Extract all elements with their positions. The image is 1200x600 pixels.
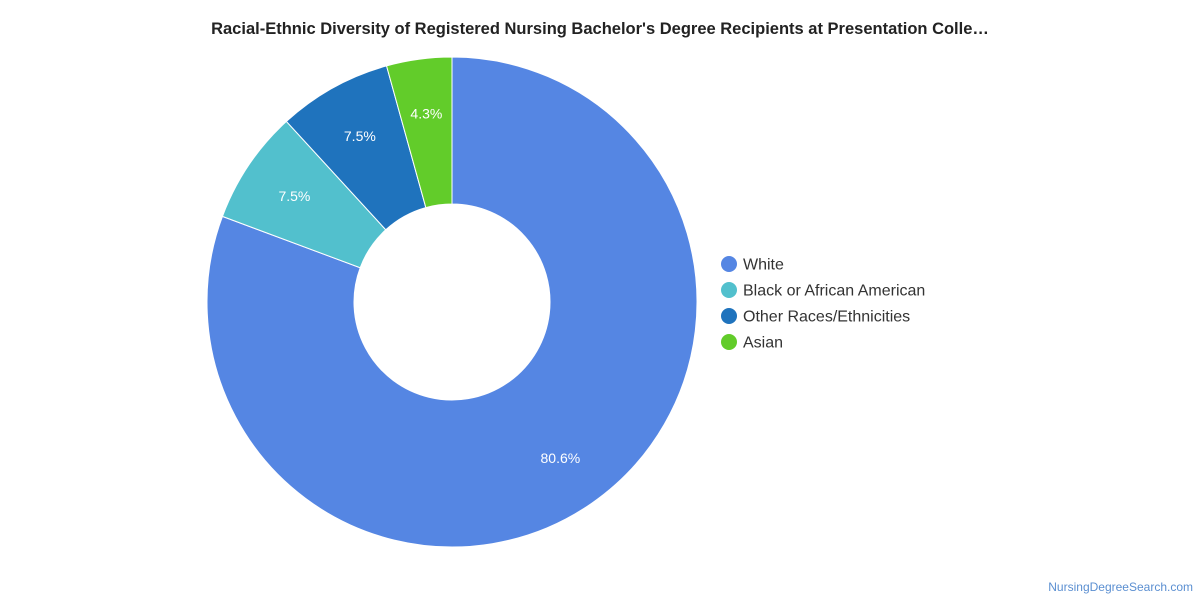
slice-label-white: 80.6% — [541, 450, 581, 466]
legend-item-other-races-ethnicities[interactable]: Other Races/Ethnicities — [721, 308, 910, 326]
slice-label-other-races-ethnicities: 7.5% — [344, 128, 376, 144]
legend-item-black-or-african-american[interactable]: Black or African American — [721, 282, 925, 300]
legend-label-asian: Asian — [743, 335, 783, 352]
legend-marker-black-or-african-american — [721, 282, 737, 298]
slice-labels-group: 80.6% 7.5% 7.5% 4.3% — [278, 106, 580, 466]
slice-asian[interactable] — [385, 56, 453, 209]
legend-label-other-races-ethnicities: Other Races/Ethnicities — [743, 309, 910, 326]
legend-marker-other-races-ethnicities — [721, 308, 737, 324]
legend-marker-asian — [721, 334, 737, 350]
legend-item-white[interactable]: White — [721, 256, 784, 274]
slice-label-asian: 4.3% — [410, 106, 442, 122]
legend-label-black-or-african-american: Black or African American — [743, 283, 925, 300]
slices-group — [206, 56, 698, 548]
legend-label-white: White — [743, 257, 784, 274]
credit-text[interactable]: NursingDegreeSearch.com — [1048, 580, 1193, 594]
chart-title: Racial-Ethnic Diversity of Registered Nu… — [211, 20, 989, 38]
slice-white[interactable] — [206, 56, 698, 548]
legend-marker-white — [721, 256, 737, 272]
legend: White Black or African American Other Race… — [721, 256, 925, 352]
slice-label-black-or-african-american: 7.5% — [278, 188, 310, 204]
legend-item-asian[interactable]: Asian — [721, 334, 783, 352]
